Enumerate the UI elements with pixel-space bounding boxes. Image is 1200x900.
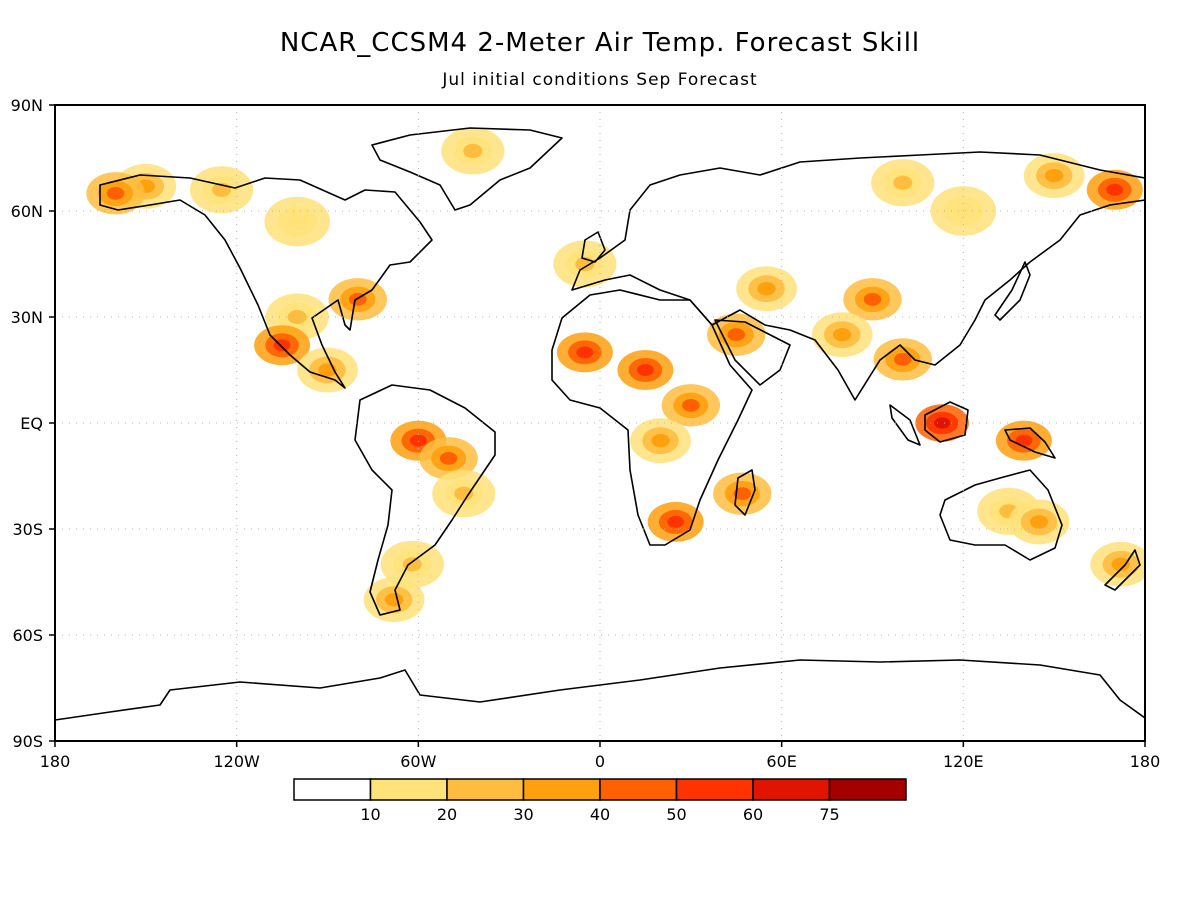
- lat-tick-label: 60S: [12, 626, 43, 645]
- legend-label: 60: [743, 805, 763, 824]
- lat-tick-label: 90N: [11, 96, 43, 115]
- skill-region-core: [454, 486, 474, 501]
- chart-subtitle: Jul initial conditions Sep Forecast: [442, 70, 758, 90]
- lon-tick-label: 120E: [943, 752, 984, 771]
- skill-region-core: [384, 592, 404, 607]
- lon-tick-label: 180: [1130, 752, 1161, 771]
- legend-swatch: [599, 778, 678, 801]
- legend-swatch: [293, 778, 372, 801]
- coastline-africa: [551, 289, 753, 546]
- color-legend: 10 20 30 40 50 60 75: [293, 778, 907, 824]
- skill-region-core: [757, 282, 776, 296]
- lon-tick-label: 120W: [213, 752, 260, 771]
- lon-tick-label: 180: [40, 752, 71, 771]
- skill-region-core: [287, 309, 307, 325]
- skill-shading-layer: [86, 127, 1145, 623]
- skill-region-core: [893, 175, 913, 190]
- lon-tick-label: 0: [595, 752, 605, 771]
- skill-region-core: [106, 186, 125, 200]
- skill-region-core: [833, 327, 852, 342]
- skill-region-core: [863, 292, 882, 306]
- coastline-madagascar: [734, 469, 756, 516]
- skill-region-core: [1106, 183, 1124, 196]
- coastline-antarctica: [55, 659, 1145, 721]
- skill-region-core: [667, 515, 685, 528]
- skill-region-core: [409, 434, 427, 447]
- skill-region-core: [682, 398, 700, 412]
- legend-swatch: [446, 778, 525, 801]
- skill-region-core: [934, 417, 951, 429]
- skill-region-core: [439, 451, 458, 465]
- coastline-layer: [55, 127, 1145, 721]
- legend-swatch: [522, 778, 601, 801]
- skill-region-core: [733, 487, 752, 501]
- skill-region-core: [1111, 557, 1130, 572]
- coastline-sumatra: [889, 404, 921, 446]
- coastline-greenland: [371, 127, 563, 211]
- coastline-south-america: [354, 384, 496, 616]
- gridlines: [55, 105, 1145, 741]
- coastline-australia: [939, 469, 1063, 561]
- skill-region-core: [463, 143, 483, 159]
- lat-tick-label: 60N: [11, 202, 43, 221]
- lat-tick-label: 30N: [11, 308, 43, 327]
- longitude-axis: 180 120W 60W 0 60E 120E 180: [40, 741, 1161, 771]
- legend-label: 50: [666, 805, 686, 824]
- skill-region-core: [894, 353, 912, 366]
- skill-region-core: [1029, 515, 1049, 529]
- skill-region-core: [1015, 434, 1033, 447]
- lon-tick-label: 60E: [766, 752, 796, 771]
- skill-region-core: [651, 433, 670, 448]
- skill-region-core: [576, 346, 594, 359]
- legend-label: 75: [819, 805, 839, 824]
- legend-swatch: [828, 778, 907, 801]
- coastline-uk: [581, 231, 606, 263]
- legend-swatch: [752, 778, 831, 801]
- coastline-eurasia: [571, 151, 1145, 401]
- chart-title: NCAR_CCSM4 2-Meter Air Temp. Forecast Sk…: [279, 28, 921, 58]
- lat-tick-label: EQ: [20, 414, 43, 433]
- legend-label: 30: [513, 805, 533, 824]
- legend-label: 20: [437, 805, 457, 824]
- skill-region-core: [1045, 168, 1064, 183]
- coastline-japan: [994, 261, 1031, 321]
- map-area: [54, 104, 1146, 742]
- lon-tick-label: 60W: [400, 752, 436, 771]
- skill-region-core: [287, 214, 308, 230]
- skill-region-core: [637, 364, 654, 376]
- legend-label: 10: [360, 805, 380, 824]
- coastline-borneo: [924, 401, 969, 443]
- legend-swatch: [369, 778, 448, 801]
- coastline-north-america: [99, 174, 433, 389]
- skill-region-core: [402, 557, 422, 572]
- latitude-axis: 90N 60N 30N EQ 30S 60S 90S: [11, 96, 55, 751]
- coastline-arabia: [714, 319, 791, 386]
- lat-tick-label: 90S: [12, 732, 43, 751]
- lat-tick-label: 30S: [12, 520, 43, 539]
- legend-label: 40: [590, 805, 610, 824]
- coastline-new-guinea: [1004, 427, 1056, 459]
- skill-region-core: [727, 328, 746, 342]
- legend-swatch: [675, 778, 754, 801]
- coastline-new-zealand: [1104, 549, 1141, 591]
